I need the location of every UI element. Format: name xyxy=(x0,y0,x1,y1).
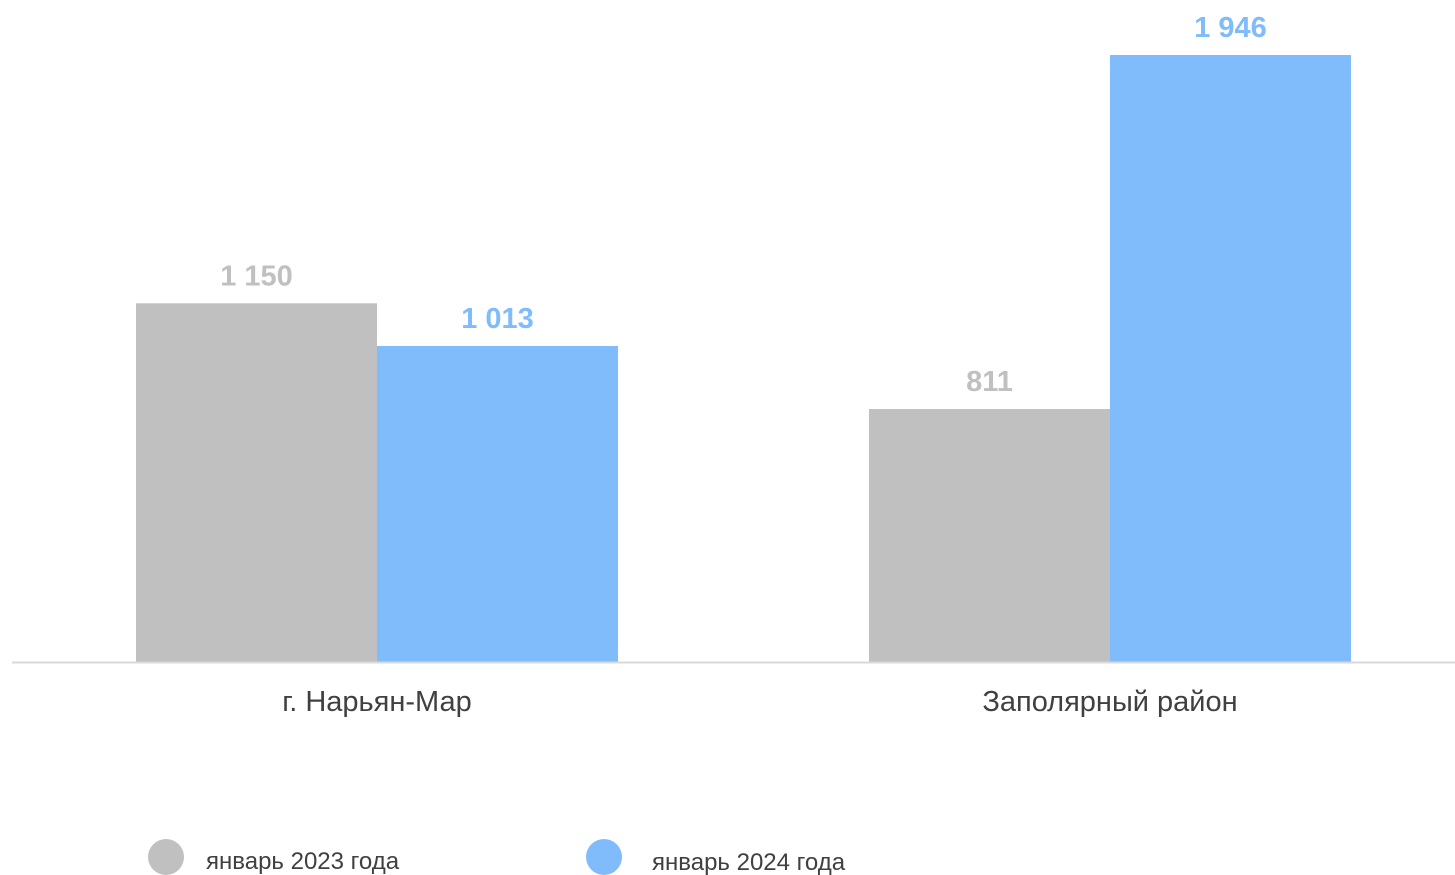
legend: январь 2023 года январь 2024 года xyxy=(148,839,846,875)
value-label-2023-0: 1 150 xyxy=(220,260,293,292)
bar-2024-0 xyxy=(377,346,618,662)
category-labels-group: г. Нарьян-Мар Заполярный район xyxy=(282,686,1237,718)
value-label-2023-1: 811 xyxy=(966,366,1013,398)
legend-label-2024: январь 2024 года xyxy=(652,849,846,875)
category-label-0: г. Нарьян-Мар xyxy=(282,686,472,718)
bar-2023-0 xyxy=(136,303,377,662)
category-label-1: Заполярный район xyxy=(982,686,1237,718)
bar-2024-1 xyxy=(1110,55,1351,662)
bar-2023-1 xyxy=(869,409,1110,662)
legend-label-2023: январь 2023 года xyxy=(206,848,400,875)
value-label-2024-0: 1 013 xyxy=(461,303,534,335)
legend-marker-2023 xyxy=(148,839,184,875)
value-labels-group: 1 150 1 013 811 1 946 xyxy=(220,12,1267,398)
bars-group xyxy=(136,55,1351,662)
value-label-2024-1: 1 946 xyxy=(1194,12,1267,44)
legend-marker-2024 xyxy=(586,839,622,875)
